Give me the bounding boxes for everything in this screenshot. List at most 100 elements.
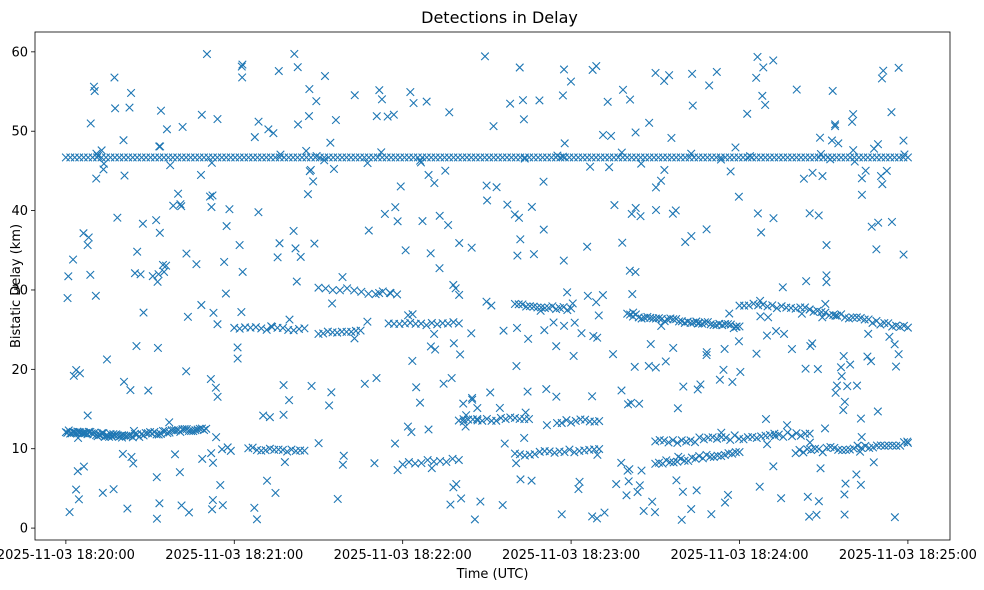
data-point-marker: [804, 512, 814, 521]
data-point-marker: [753, 52, 762, 62]
data-point-marker: [223, 443, 232, 452]
data-point-marker: [856, 480, 866, 490]
data-point-marker: [360, 379, 369, 388]
data-point-marker: [110, 73, 119, 82]
data-point-marker: [536, 306, 545, 316]
data-point-marker: [744, 301, 754, 310]
data-point-marker: [415, 156, 425, 165]
data-point-marker: [492, 416, 501, 425]
data-point-marker: [269, 128, 278, 138]
data-point-marker: [831, 388, 840, 398]
data-point-marker: [132, 247, 142, 256]
data-point-marker: [75, 369, 85, 378]
data-point-marker: [885, 332, 894, 341]
data-point-marker: [667, 133, 676, 143]
data-point-marker: [459, 417, 468, 426]
data-point-marker: [307, 381, 316, 391]
data-point-marker: [218, 501, 228, 510]
data-point-marker: [702, 347, 711, 357]
data-point-marker: [545, 447, 554, 456]
data-point-marker: [423, 455, 432, 465]
data-point-marker: [853, 441, 862, 450]
data-point-marker: [363, 158, 372, 168]
data-point-marker: [816, 149, 826, 159]
data-point-marker: [342, 284, 352, 293]
data-point-marker: [161, 261, 171, 270]
data-point-marker: [293, 120, 303, 129]
data-point-marker: [654, 313, 664, 323]
data-point-marker: [892, 441, 901, 451]
data-point-marker: [454, 319, 464, 328]
data-point-marker: [435, 263, 444, 273]
data-point-marker: [636, 159, 646, 168]
data-point-marker: [304, 111, 314, 121]
data-point-marker: [717, 428, 726, 437]
data-point-marker: [498, 500, 507, 510]
data-point-marker: [644, 118, 654, 127]
data-point-marker: [550, 448, 559, 457]
data-point-marker: [296, 252, 305, 262]
data-point-marker: [350, 334, 359, 343]
data-point-marker: [377, 95, 387, 104]
data-point-marker: [588, 65, 597, 75]
data-point-marker: [449, 339, 459, 348]
data-point-marker: [659, 76, 669, 86]
data-point-marker: [847, 117, 857, 127]
data-point-marker: [628, 289, 637, 299]
data-point-marker: [869, 458, 878, 467]
data-point-marker: [552, 342, 561, 351]
data-point-marker: [839, 405, 848, 415]
data-point-marker: [582, 242, 592, 251]
data-point-marker: [308, 177, 318, 186]
data-point-marker: [326, 138, 335, 147]
data-point-marker: [755, 296, 765, 306]
data-point-marker: [512, 323, 522, 333]
data-point-marker: [523, 334, 533, 343]
data-point-marker: [598, 290, 608, 300]
data-point-marker: [779, 329, 789, 339]
data-point-marker: [238, 267, 247, 277]
data-point-marker: [656, 176, 666, 185]
data-point-marker: [83, 240, 92, 250]
data-point-marker: [290, 49, 299, 59]
data-point-marker: [455, 350, 465, 359]
data-point-marker: [771, 326, 781, 336]
data-point-marker: [208, 495, 218, 505]
data-point-marker: [577, 328, 586, 338]
data-point-marker: [539, 177, 548, 186]
data-point-marker: [872, 441, 882, 450]
data-point-marker: [152, 472, 161, 482]
data-point-marker: [686, 436, 695, 445]
data-point-marker: [251, 322, 261, 332]
data-point-marker: [300, 324, 309, 333]
data-point-marker: [618, 238, 627, 247]
data-point-marker: [664, 71, 674, 80]
data-point-marker: [664, 438, 673, 447]
data-point-marker: [580, 415, 590, 424]
data-point-marker: [644, 361, 653, 371]
data-point-marker: [813, 364, 823, 374]
data-point-marker: [692, 486, 701, 495]
data-point-marker: [433, 320, 442, 329]
data-point-marker: [303, 189, 313, 199]
data-point-marker: [686, 504, 696, 514]
data-point-marker: [836, 363, 846, 372]
data-point-marker: [887, 217, 897, 227]
data-point-marker: [814, 211, 823, 220]
data-point-marker: [646, 339, 655, 349]
data-point-marker: [728, 377, 737, 387]
y-tick-label: 20: [11, 363, 28, 378]
data-point-marker: [515, 63, 524, 72]
data-point-marker: [324, 401, 334, 410]
data-point-marker: [724, 448, 733, 458]
data-point-marker: [568, 299, 577, 308]
data-point-marker: [250, 503, 259, 513]
data-point-marker: [516, 475, 525, 484]
data-point-marker: [492, 183, 501, 192]
data-point-marker: [482, 297, 491, 306]
data-point-marker: [92, 174, 101, 183]
data-point-marker: [560, 447, 569, 457]
data-point-marker: [208, 458, 218, 468]
data-point-marker: [575, 477, 584, 487]
data-point-marker: [857, 174, 867, 183]
